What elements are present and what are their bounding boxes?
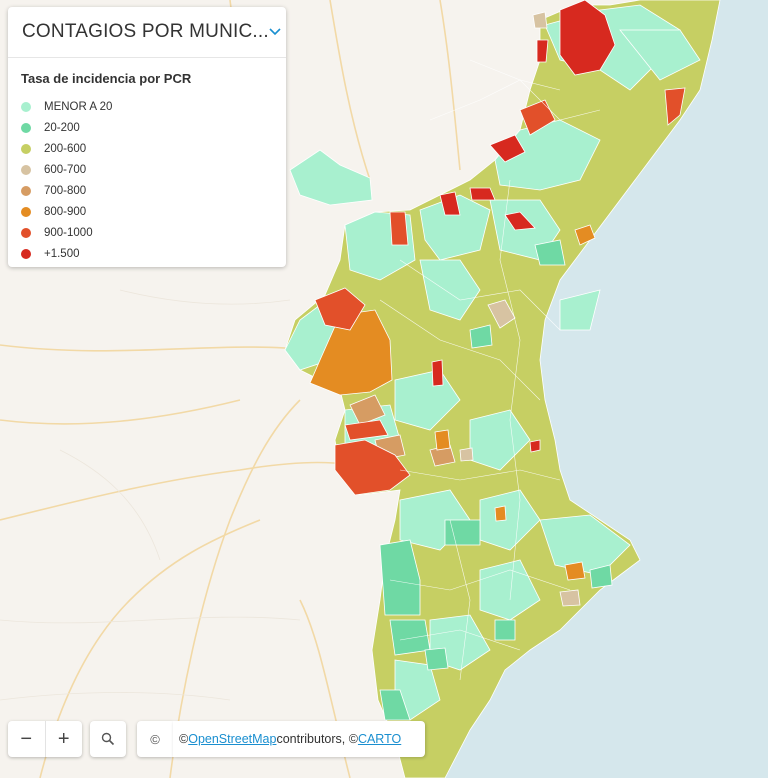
legend-label: 700-800 [44,184,87,197]
legend-item: 20-200 [21,117,286,138]
legend-item: 600-700 [21,159,286,180]
municipalities-800-900[interactable] [309,224,596,581]
legend-swatch [21,227,31,238]
legend-swatch [21,143,31,154]
carto-link[interactable]: CARTO [357,732,402,746]
municipalities-1500-plus[interactable] [431,0,616,453]
attribution-toggle-button[interactable]: © [137,721,173,757]
zoom-in-button[interactable]: + [44,721,83,757]
municipalities-900-1000[interactable] [314,87,686,496]
legend-swatch [21,101,31,112]
panel-title: CONTAGIOS POR MUNIC... [22,21,269,42]
legend-label: MENOR A 20 [44,100,113,113]
legend-label: 800-900 [44,205,87,218]
basemap-minor-roads [0,289,301,701]
legend-list: MENOR A 20 20-200 200-600 600-700 700-800 800… [8,96,286,264]
municipalities-20-200[interactable] [379,239,613,721]
search-button[interactable] [90,721,126,757]
zoom-out-button[interactable]: − [20,727,33,750]
legend-title: Tasa de incidencia por PCR [21,71,192,86]
municipality-enclave[interactable] [289,149,373,206]
legend-swatch [21,206,31,217]
legend-swatch [21,185,31,196]
zoom-control: − + [8,721,82,757]
municipalities-600-700[interactable] [459,11,581,607]
attribution-prefix: © [179,732,189,746]
legend-label: 900-1000 [44,226,93,239]
legend-item: 200-600 [21,138,286,159]
legend-label: +1.500 [44,247,80,260]
legend-swatch [21,164,31,175]
attribution-middle: contributors, © [276,732,358,746]
attribution: © OpenStreetMap contributors, © CARTO [173,721,425,757]
legend-label: 200-600 [44,142,87,155]
legend-swatch [21,122,31,133]
legend-panel: CONTAGIOS POR MUNIC... Tasa de incidenci… [8,7,286,267]
municipal-borders [379,59,601,681]
legend-item: MENOR A 20 [21,96,286,117]
search-icon [101,732,115,746]
panel-header[interactable]: CONTAGIOS POR MUNIC... [8,7,286,58]
legend-item: +1.500 [21,243,286,264]
legend-label: 20-200 [44,121,80,134]
openstreetmap-link[interactable]: OpenStreetMap [188,732,277,746]
sea [445,0,768,778]
legend-item: 700-800 [21,180,286,201]
chevron-down-icon[interactable] [269,25,281,39]
municipalities-700-800[interactable] [349,394,456,467]
legend-item: 800-900 [21,201,286,222]
legend-label: 600-700 [44,163,87,176]
legend-swatch [21,248,31,259]
legend-item: 900-1000 [21,222,286,243]
